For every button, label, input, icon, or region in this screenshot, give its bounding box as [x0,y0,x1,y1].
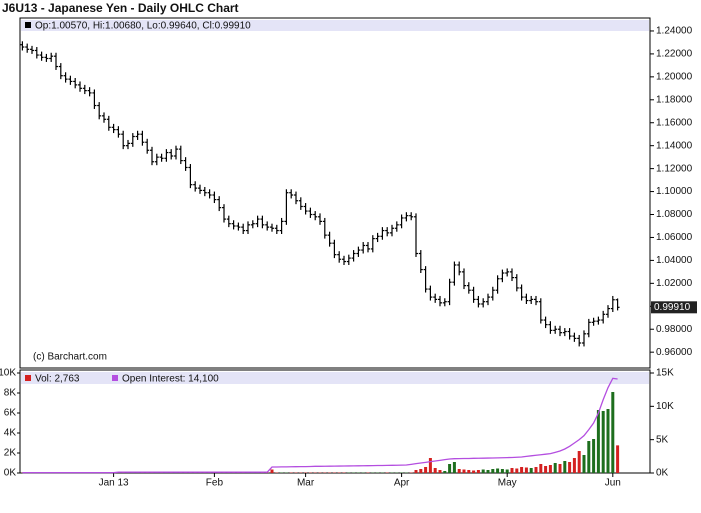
legend-entry: Open Interest: 14,100 [122,374,219,385]
volume-bar [539,464,543,473]
legend-band [21,372,649,384]
volume-bar [486,470,490,473]
volume-bar [491,469,495,473]
y-tick-label: 1.02000 [656,278,693,289]
open-interest-line [22,377,618,474]
x-tick-label: Jan 13 [99,478,129,489]
volume-bar [505,469,509,473]
volume-bar [563,461,567,473]
y-tick-label: 1.10000 [656,186,693,197]
y2-tick-label: 0K [656,468,669,479]
y-tick-label: 1.20000 [656,71,693,82]
legend-entry: Vol: 2,763 [35,374,80,385]
legend-swatch [112,375,118,381]
volume-bar [467,470,471,473]
legend-swatch [25,22,31,28]
volume-bar [524,467,528,473]
volume-bar [534,467,538,473]
y-tick-label: 0K [4,468,17,479]
chart-title: J6U13 - Japanese Yen - Daily OHLC Chart [2,1,239,15]
volume-bar [414,470,418,473]
y2-tick-label: 10K [656,401,674,412]
y-tick-label: 1.04000 [656,255,693,266]
y-tick-label: 1.16000 [656,117,693,128]
volume-bar [616,445,620,473]
price-panel [19,17,651,369]
volume-bar [424,467,428,473]
volume-bar [500,469,504,473]
volume-bar [476,470,480,473]
volume-bar [433,468,437,473]
last-price-label: 0.99910 [654,302,691,313]
x-tick-label: Mar [297,478,315,489]
legend-swatch [25,375,31,381]
volume-bar [568,462,572,473]
volume-bar [596,410,600,473]
volume-bar [438,470,442,473]
x-tick-label: Apr [394,478,410,489]
volume-bar [544,466,548,473]
legend-band [21,20,649,31]
y-tick-label: 6K [4,408,17,419]
y2-tick-label: 15K [656,368,674,379]
volume-bar [553,463,557,473]
y-tick-label: 0.96000 [656,347,693,358]
y-tick-label: 1.18000 [656,94,693,105]
volume-bar [577,451,581,473]
y-tick-label: 1.14000 [656,140,693,151]
y-tick-label: 1.24000 [656,26,693,37]
y-tick-label: 2K [4,448,17,459]
y-tick-label: 1.22000 [656,49,693,60]
volume-bar [496,468,500,473]
volume-bar [582,455,586,473]
volume-bar [270,469,274,473]
volume-bar [606,409,610,473]
volume-bar [510,468,514,473]
volume-bar [443,471,447,473]
volume-bar [592,439,596,473]
y-tick-label: 0.98000 [656,324,693,335]
volume-bar [520,467,524,473]
volume-bar [611,392,615,473]
volume-bar [448,464,452,473]
y-tick-label: 8K [4,388,17,399]
credit: (c) Barchart.com [33,352,107,363]
x-tick-label: May [498,478,517,489]
volume-bar [587,441,591,473]
y-tick-label: 4K [4,428,17,439]
ohlc-legend: Op:1.00570, Hi:1.00680, Lo:0.99640, Cl:0… [35,21,251,32]
x-tick-label: Feb [206,478,224,489]
volume-panel [19,369,651,474]
volume-bar [529,468,533,473]
y-tick-label: 1.06000 [656,232,693,243]
y-tick-label: 10K [0,368,16,379]
y2-tick-label: 5K [656,434,669,445]
x-tick-label: Jun [605,478,621,489]
volume-bar [548,465,552,473]
volume-bar [472,470,476,473]
volume-bar [457,469,461,473]
volume-bar [452,462,456,473]
volume-bar [481,469,485,473]
volume-bar [558,464,562,473]
last-price-box [651,301,697,314]
y-tick-label: 1.12000 [656,163,693,174]
volume-bar [601,411,605,473]
volume-bar [428,458,432,473]
volume-bar [419,469,423,473]
y-tick-label: 1.08000 [656,209,693,220]
volume-bar [462,469,466,473]
volume-bar [572,458,576,473]
volume-bar [515,468,519,473]
